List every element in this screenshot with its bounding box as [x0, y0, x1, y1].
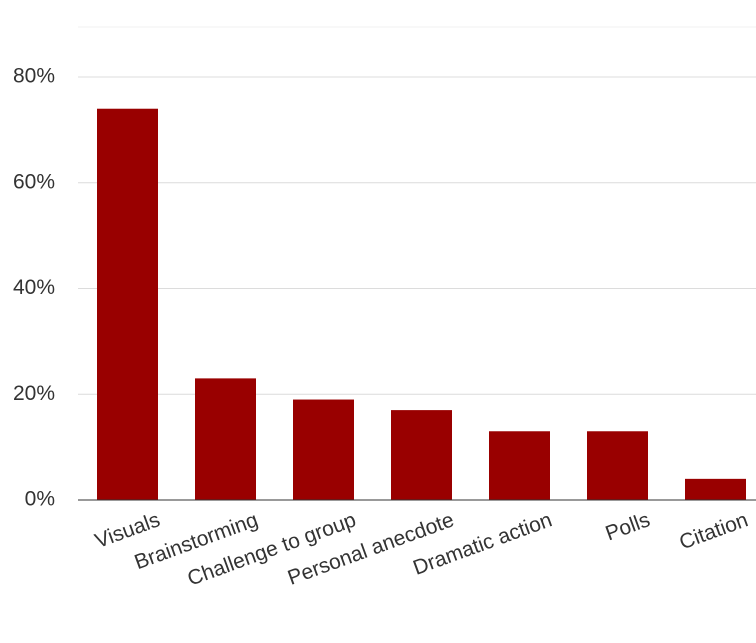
bar — [685, 478, 746, 500]
bar — [587, 431, 648, 500]
bar — [293, 399, 354, 500]
y-tick-label: 0% — [25, 488, 55, 511]
x-tick-label: Challenge to group — [184, 508, 359, 590]
x-tick-label: Personal anecdote — [285, 508, 457, 590]
y-tick-label: 60% — [13, 170, 55, 193]
y-tick-label: 40% — [13, 276, 55, 299]
x-tick-label: Citation — [676, 508, 751, 554]
y-tick-label: 20% — [13, 382, 55, 405]
x-tick-label: Polls — [602, 508, 653, 545]
bar — [391, 410, 452, 500]
bar — [489, 431, 550, 500]
y-tick-label: 80% — [13, 65, 55, 88]
bar — [97, 108, 158, 500]
bar — [195, 378, 256, 500]
